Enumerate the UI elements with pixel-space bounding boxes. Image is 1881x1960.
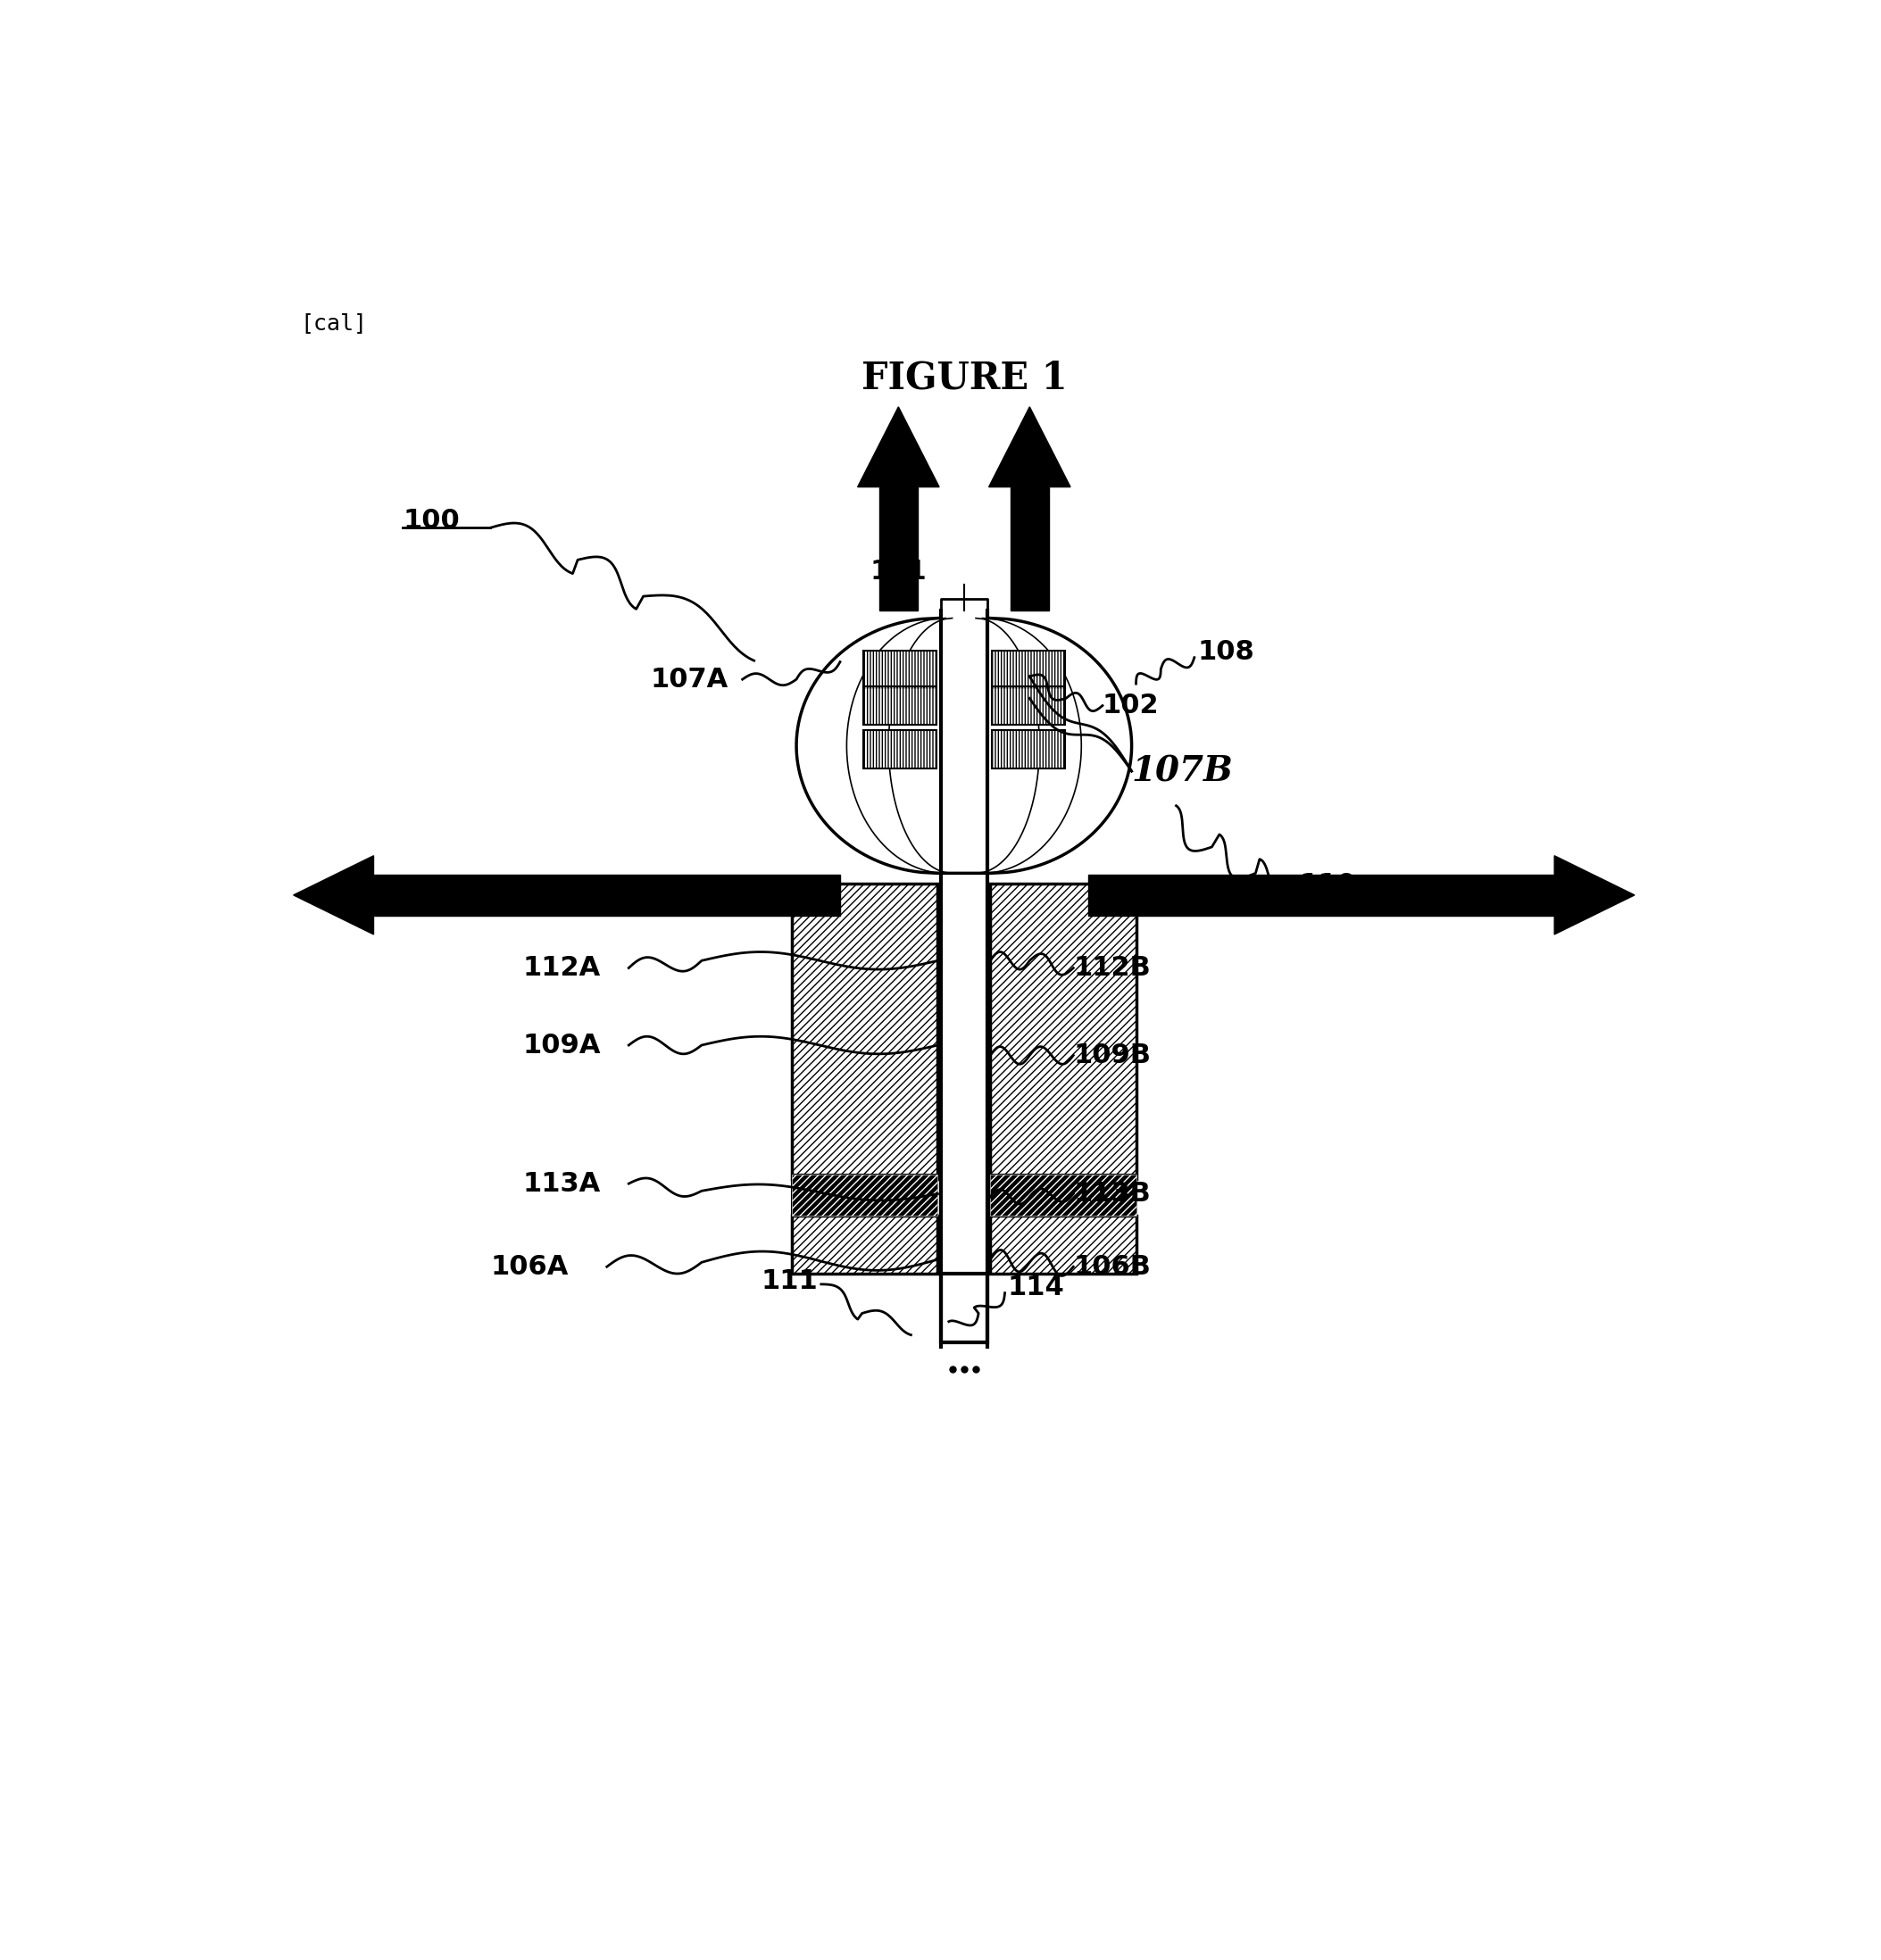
Bar xyxy=(863,731,937,768)
Bar xyxy=(863,686,937,725)
Text: 108: 108 xyxy=(1198,639,1255,664)
Polygon shape xyxy=(796,617,1132,874)
Bar xyxy=(863,651,937,688)
Bar xyxy=(792,1215,939,1274)
Bar xyxy=(863,731,937,768)
Polygon shape xyxy=(374,874,841,915)
Text: 112B: 112B xyxy=(1074,955,1151,980)
Polygon shape xyxy=(1010,486,1048,612)
Bar xyxy=(991,686,1065,725)
Text: 109B: 109B xyxy=(1074,1043,1151,1068)
Bar xyxy=(863,686,937,725)
Bar xyxy=(863,651,937,688)
Bar xyxy=(940,1274,988,1343)
Polygon shape xyxy=(940,612,988,1347)
Polygon shape xyxy=(989,408,1070,486)
Bar xyxy=(991,651,1065,688)
Bar xyxy=(989,1215,1136,1274)
Text: FIGURE 1: FIGURE 1 xyxy=(861,359,1067,396)
Text: 100: 100 xyxy=(403,508,459,533)
Text: 107A: 107A xyxy=(651,666,728,692)
Bar xyxy=(792,1174,939,1215)
Bar xyxy=(991,731,1065,768)
Bar xyxy=(989,1174,1136,1215)
Text: 101: 101 xyxy=(869,559,927,584)
Bar xyxy=(792,1174,939,1215)
Text: 107B: 107B xyxy=(1132,755,1234,788)
Text: 113A: 113A xyxy=(523,1170,600,1198)
Text: 112A: 112A xyxy=(523,955,600,980)
Text: 110: 110 xyxy=(1300,872,1356,898)
Polygon shape xyxy=(1087,874,1554,915)
Bar xyxy=(991,686,1065,725)
Text: 106A: 106A xyxy=(491,1254,568,1280)
Bar xyxy=(989,884,1136,1180)
Polygon shape xyxy=(858,408,939,486)
Text: 109A: 109A xyxy=(523,1033,600,1058)
Polygon shape xyxy=(880,486,918,612)
Bar xyxy=(989,1174,1136,1215)
Bar xyxy=(792,884,939,1180)
Polygon shape xyxy=(293,857,374,935)
Bar xyxy=(989,884,1136,1180)
Bar xyxy=(989,1215,1136,1274)
Bar xyxy=(991,731,1065,768)
Text: 114: 114 xyxy=(1008,1274,1065,1299)
Text: 102: 102 xyxy=(1102,692,1159,719)
Text: [cal]: [cal] xyxy=(301,312,367,333)
Polygon shape xyxy=(1554,857,1635,935)
Bar xyxy=(792,884,939,1180)
Text: 111: 111 xyxy=(762,1268,818,1294)
Text: 113B: 113B xyxy=(1074,1180,1151,1207)
Bar xyxy=(991,651,1065,688)
Bar xyxy=(792,1215,939,1274)
Text: 106B: 106B xyxy=(1074,1254,1151,1280)
